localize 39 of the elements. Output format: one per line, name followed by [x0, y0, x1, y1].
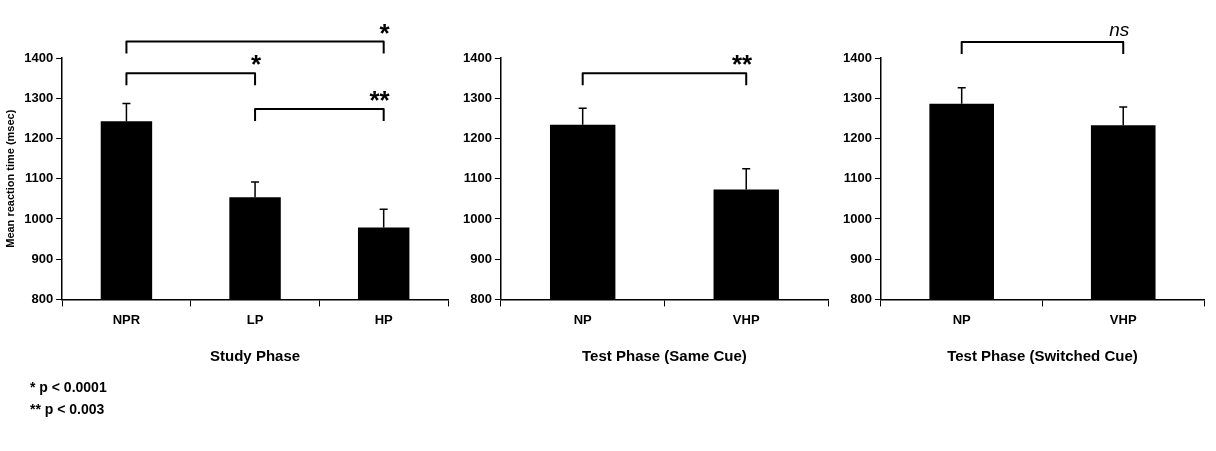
y-tick-label: 1400: [24, 49, 54, 65]
y-tick-label: 1100: [843, 170, 872, 186]
x-axis-title: Study Phase: [210, 347, 301, 365]
x-tick-label: NP: [952, 311, 972, 327]
x-tick-label: NP: [573, 311, 593, 327]
x-axis-title: Test Phase (Switched Cue): [947, 347, 1138, 365]
y-tick-label: 1000: [463, 210, 492, 226]
x-tick-label: NPR: [112, 311, 141, 327]
y-tick-label: 1200: [843, 130, 872, 146]
y-tick-label: 1400: [463, 49, 492, 65]
y-tick-label: 1400: [843, 49, 872, 65]
text: ns: [1109, 18, 1130, 40]
text: *: [379, 17, 391, 48]
y-tick-label: 1200: [463, 130, 492, 146]
y-tick-label: 800: [470, 290, 492, 306]
y-tick-label: 1000: [24, 210, 54, 226]
y-axis-title: Mean reaction time (msec): [3, 109, 16, 248]
annotation: **: [369, 85, 391, 116]
x-tick-label: VHP: [1109, 311, 1137, 327]
y-tick-label: 1300: [24, 89, 54, 105]
x-tick-label: LP: [246, 311, 264, 327]
x-tick-label: HP: [374, 311, 394, 327]
y-tick-label: 1300: [463, 89, 492, 105]
y-tick-label: 1100: [463, 170, 492, 186]
x-tick-label: VHP: [732, 311, 760, 327]
text: ** p < 0.003: [30, 400, 106, 419]
x-axis-title: Test Phase (Same Cue): [582, 347, 747, 365]
annotation: *: [250, 49, 262, 80]
y-tick-label: 900: [470, 250, 492, 266]
y-tick-label: 1000: [843, 210, 872, 226]
y-tick-label: 900: [31, 250, 54, 266]
text: * p < 0.0001: [30, 378, 107, 397]
y-tick-label: 800: [850, 290, 872, 306]
annotation: **: [731, 49, 754, 80]
y-tick-label: 900: [850, 250, 872, 266]
y-tick-label: 1300: [843, 89, 872, 105]
y-tick-label: 1200: [24, 130, 54, 146]
y-tick-label: 1100: [24, 170, 54, 186]
y-tick-label: 800: [31, 290, 54, 306]
